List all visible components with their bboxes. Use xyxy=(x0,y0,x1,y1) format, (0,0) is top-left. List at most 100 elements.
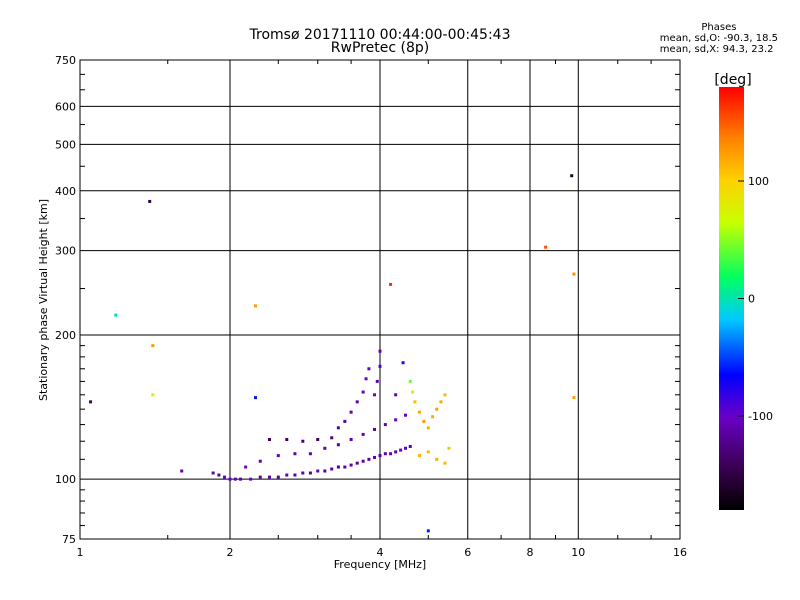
echo-point xyxy=(431,415,435,419)
echo-point xyxy=(316,469,320,473)
axis-ticks: 1 2 4 6 8 10 16 75 100 200 300 400 500 600 750 xyxy=(55,54,687,559)
echo-point xyxy=(223,475,227,479)
echo-point xyxy=(89,400,93,404)
echo-point xyxy=(394,393,398,397)
colorbar-tick-label: 100 xyxy=(748,175,769,188)
echo-point xyxy=(435,407,439,411)
echo-point xyxy=(389,282,393,286)
echo-point xyxy=(349,438,353,442)
grid xyxy=(80,60,680,539)
x-tick-label: 4 xyxy=(377,546,384,559)
echo-point xyxy=(426,529,430,533)
y-tick-label: 500 xyxy=(55,138,76,151)
echo-point xyxy=(394,418,398,422)
colorbar-tick-label: -100 xyxy=(748,410,773,423)
echo-point xyxy=(378,454,382,458)
echo-point xyxy=(253,304,257,308)
echo-point xyxy=(375,379,379,383)
echo-point xyxy=(293,473,297,477)
echo-point xyxy=(403,413,407,417)
chart-subtitle: RwPretec (8p) xyxy=(180,41,580,56)
echo-point xyxy=(151,344,155,348)
echo-point xyxy=(258,459,262,463)
phases-o-stats: mean, sd,O: -90.3, 18.5 xyxy=(659,33,778,44)
echo-point xyxy=(394,450,398,454)
y-tick-label: 400 xyxy=(55,185,76,198)
x-tick-label: 2 xyxy=(227,546,234,559)
echo-point xyxy=(293,452,297,456)
echo-point xyxy=(336,426,340,430)
echo-point xyxy=(411,390,415,394)
echo-point xyxy=(258,475,262,479)
echo-point xyxy=(417,410,421,414)
title-line-2: RwPretec (8p) xyxy=(330,40,430,56)
echo-point xyxy=(361,459,365,463)
data-points xyxy=(89,174,576,533)
echo-point xyxy=(422,419,426,423)
echo-point xyxy=(378,349,382,353)
echo-point xyxy=(308,452,312,456)
echo-point xyxy=(443,393,447,397)
x-axis-label: Frequency [MHz] xyxy=(334,558,426,571)
phases-title: Phases xyxy=(701,22,737,33)
echo-point xyxy=(276,454,280,458)
echo-point xyxy=(323,469,327,473)
echo-point xyxy=(355,400,359,404)
echo-point xyxy=(426,450,430,454)
echo-point xyxy=(426,426,430,430)
x-tick-label: 16 xyxy=(673,546,687,559)
y-axis-label: Stationary phase Virtual Height [km] xyxy=(37,199,50,401)
colorbar-ticks: 100 0 -100 xyxy=(738,175,773,423)
echo-point xyxy=(373,427,377,431)
echo-point xyxy=(373,455,377,459)
echo-point xyxy=(439,400,443,404)
echo-point xyxy=(308,471,312,475)
echo-point xyxy=(301,439,305,443)
echo-point xyxy=(378,364,382,368)
echo-point xyxy=(217,473,221,477)
echo-point xyxy=(443,461,447,465)
x-tick-label: 8 xyxy=(527,546,534,559)
echo-point xyxy=(249,477,253,481)
echo-point xyxy=(330,436,334,440)
title-line-1: Tromsø 20171110 00:44:00-00:45:43 xyxy=(249,27,511,43)
x-tick-label: 10 xyxy=(571,546,585,559)
echo-point xyxy=(572,396,576,400)
chart-title: Tromsø 20171110 00:44:00-00:45:43 xyxy=(180,28,580,43)
echo-point xyxy=(367,457,371,461)
echo-point xyxy=(343,465,347,469)
echo-point xyxy=(285,438,289,442)
echo-point xyxy=(435,457,439,461)
echo-point xyxy=(343,419,347,423)
echo-point xyxy=(151,393,155,397)
echo-point xyxy=(383,452,387,456)
echo-point xyxy=(323,446,327,450)
echo-point xyxy=(389,452,393,456)
x-tick-label: 6 xyxy=(464,546,471,559)
echo-point xyxy=(180,469,184,473)
echo-point xyxy=(408,444,412,448)
echo-point xyxy=(383,423,387,427)
echo-point xyxy=(285,473,289,477)
echo-point xyxy=(361,390,365,394)
echo-point xyxy=(544,245,548,249)
echo-point xyxy=(244,465,248,469)
echo-point xyxy=(367,367,371,371)
phases-stats: Phases mean, sd,O: -90.3, 18.5 mean, sd,… xyxy=(660,22,778,55)
echo-point xyxy=(413,400,417,404)
echo-point xyxy=(267,438,271,442)
echo-point xyxy=(364,377,368,381)
echo-point xyxy=(336,465,340,469)
echo-point xyxy=(447,446,451,450)
y-tick-label: 100 xyxy=(55,473,76,486)
y-tick-label: 200 xyxy=(55,329,76,342)
echo-point xyxy=(349,410,353,414)
echo-point xyxy=(114,313,118,317)
y-tick-label: 300 xyxy=(55,245,76,258)
y-tick-label: 600 xyxy=(55,100,76,113)
colorbar-tick-label: 0 xyxy=(748,293,755,306)
echo-point xyxy=(361,432,365,436)
echo-point xyxy=(408,379,412,383)
echo-point xyxy=(570,174,574,178)
echo-point xyxy=(403,446,407,450)
